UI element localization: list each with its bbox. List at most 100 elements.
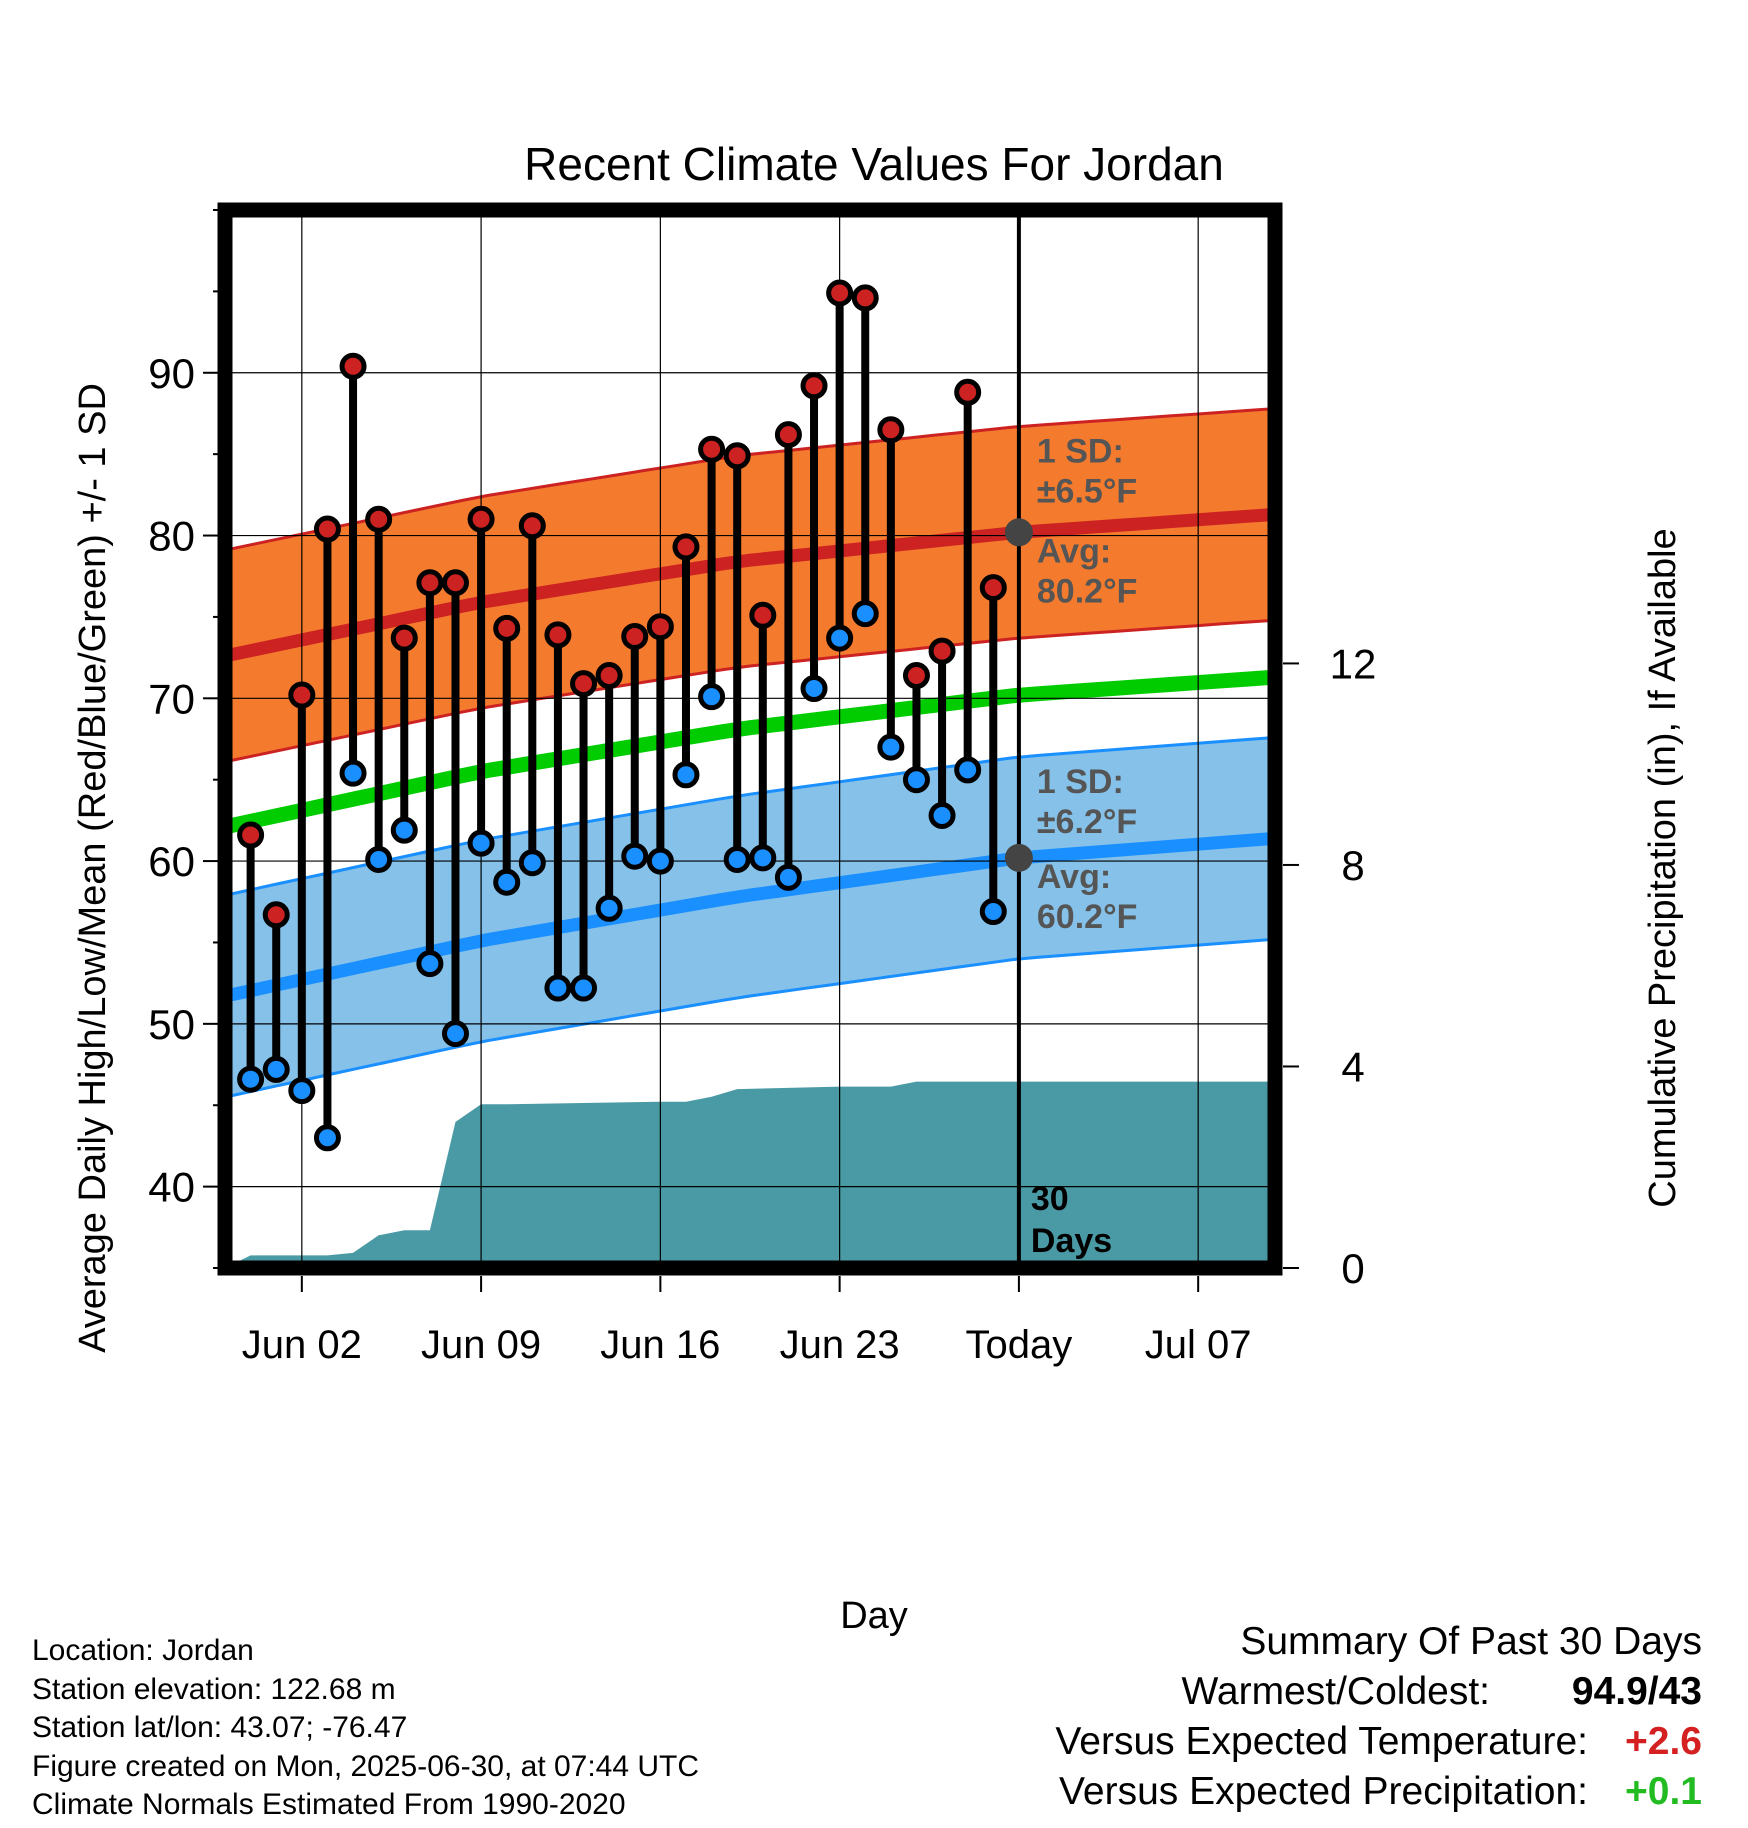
daily-low-point [262, 1055, 290, 1083]
daily-high-point [262, 901, 290, 929]
daily-high-point [570, 670, 598, 698]
y2-tick-label: 12 [1330, 640, 1377, 687]
low-sd-upper-edge [225, 735, 1275, 897]
daily-low-point [928, 802, 956, 830]
summary-title: Summary Of Past 30 Days [1240, 1620, 1702, 1663]
daily-low-point [826, 624, 854, 652]
high-sd-lower-edge [225, 618, 1275, 764]
low-sd-band [225, 737, 1275, 1098]
temp-value: +2.6 [1625, 1720, 1702, 1763]
precip-label: Versus Expected Precipitation: [1059, 1770, 1588, 1813]
daily-low-point [365, 845, 393, 873]
daily-high-point [826, 279, 854, 307]
warmest-label: Warmest/Coldest: [1181, 1670, 1490, 1713]
low-avg-label: Avg: [1037, 858, 1111, 896]
high-sd-label: 1 SD: [1037, 432, 1124, 470]
high-average-line [225, 507, 1275, 663]
daily-high-point [877, 416, 905, 444]
daily-low-point [979, 898, 1007, 926]
daily-high-point [441, 569, 469, 597]
daily-high-point [288, 681, 316, 709]
warmest-value: 94.9/43 [1571, 1670, 1702, 1713]
daily-high-point [467, 505, 495, 533]
y2-axis-title: Cumulative Precipitation (in), If Availa… [1642, 528, 1684, 1207]
daily-low-point [518, 849, 546, 877]
x-tick-label: Jun 02 [242, 1323, 362, 1367]
summary-panel: Summary Of Past 30 Days Warmest/Coldest:… [1055, 1620, 1702, 1820]
daily-low-point [595, 894, 623, 922]
daily-high-point [902, 662, 930, 690]
x-tick-label: Jun 16 [600, 1323, 720, 1367]
daily-low-point [237, 1065, 265, 1093]
summary-temp-row: Versus Expected Temperature: +2.6 [1055, 1720, 1702, 1770]
daily-low-point [493, 868, 521, 896]
y-tick-label: 50 [148, 1001, 195, 1048]
chart-title: Recent Climate Values For Jordan [524, 138, 1224, 190]
daily-high-point [749, 601, 777, 629]
x-tick-label: Jul 07 [1145, 1323, 1252, 1367]
daily-high-point [544, 621, 572, 649]
daily-high-point [928, 637, 956, 665]
daily-high-point [698, 435, 726, 463]
daily-high-point [672, 533, 700, 561]
daily-low-point [646, 847, 674, 875]
location-text: Location: Jordan [32, 1634, 254, 1667]
daily-high-point [595, 662, 623, 690]
mean-average-line [225, 669, 1275, 835]
y-tick-label: 60 [148, 838, 195, 885]
y2-tick-label: 8 [1341, 842, 1364, 889]
low-average-line [225, 831, 1275, 1003]
plot-frame [217, 202, 1283, 1276]
daily-low-point [902, 766, 930, 794]
low-sd-value: ±6.2°F [1037, 803, 1137, 841]
y-tick-label: 70 [148, 675, 195, 722]
daily-low-point [390, 816, 418, 844]
y-axis-title: Average Daily High/Low/Mean (Red/Blue/Gr… [72, 383, 114, 1353]
daily-low-point [672, 761, 700, 789]
y2-tick-label: 0 [1341, 1245, 1364, 1292]
x-tick-label: Jun 23 [780, 1323, 900, 1367]
normals-text: Climate Normals Estimated From 1990-2020 [32, 1788, 626, 1821]
daily-high-point [390, 624, 418, 652]
daily-low-point [800, 675, 828, 703]
daily-high-point [339, 352, 367, 380]
daily-high-point [646, 613, 674, 641]
today-high-average-marker [1004, 518, 1033, 547]
daily-low-point [723, 845, 751, 873]
latlon-text: Station lat/lon: 43.07; -76.47 [32, 1711, 408, 1744]
daily-low-point [774, 863, 802, 891]
high-avg-value: 80.2°F [1037, 572, 1138, 610]
daily-low-point [416, 950, 444, 978]
daily-low-point [544, 974, 572, 1002]
low-avg-value: 60.2°F [1037, 898, 1138, 936]
y-tick-label: 90 [148, 350, 195, 397]
daily-high-point [723, 442, 751, 470]
daily-high-point [518, 512, 546, 540]
cumulative-precip-area [225, 1081, 1275, 1268]
daily-low-point [313, 1124, 341, 1152]
precip-value: +0.1 [1625, 1770, 1702, 1813]
elevation-text: Station elevation: 122.68 m [32, 1672, 396, 1706]
daily-low-point [851, 600, 879, 628]
high-sd-value: ±6.5°F [1037, 472, 1137, 510]
daily-high-point [416, 569, 444, 597]
x-tick-label: Jun 09 [421, 1323, 541, 1367]
daily-high-point [493, 614, 521, 642]
low-sd-lower-edge [225, 937, 1275, 1099]
daily-high-point [237, 821, 265, 849]
daily-low-point [749, 844, 777, 872]
daily-high-point [800, 372, 828, 400]
y-tick-label: 40 [148, 1164, 195, 1211]
daily-high-point [851, 284, 879, 312]
y2-tick-label: 4 [1341, 1043, 1364, 1090]
daily-low-point [621, 842, 649, 870]
days-unit-label: Days [1031, 1222, 1112, 1260]
daily-low-point [288, 1077, 316, 1105]
daily-high-point [621, 622, 649, 650]
summary-warmest-row: Warmest/Coldest: 94.9/43 [1055, 1670, 1702, 1720]
days-count-label: 30 [1031, 1180, 1069, 1218]
created-text: Figure created on Mon, 2025-06-30, at 07… [32, 1749, 700, 1783]
daily-high-point [954, 378, 982, 406]
